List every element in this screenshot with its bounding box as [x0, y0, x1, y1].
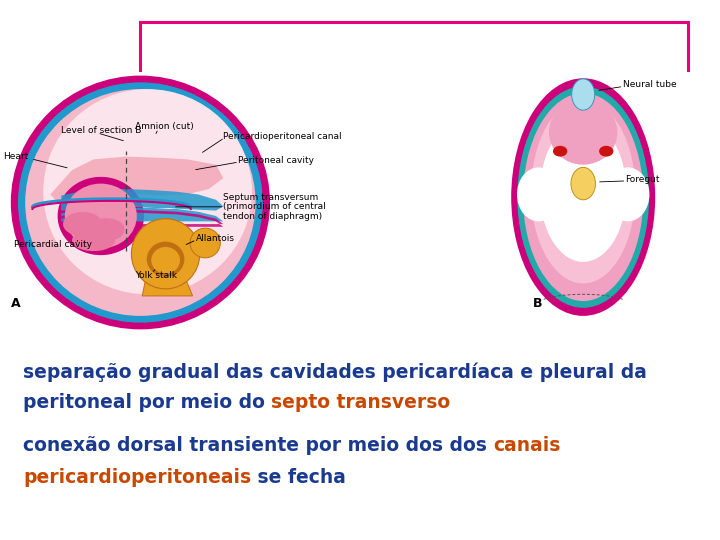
Ellipse shape: [511, 78, 655, 316]
Text: B: B: [533, 296, 542, 310]
Text: pericardioperitoneais: pericardioperitoneais: [23, 468, 251, 488]
Text: separação gradual das cavidades pericardíaca e pleural da: separação gradual das cavidades pericard…: [23, 363, 647, 382]
Text: Pericardioperitoneal canal: Pericardioperitoneal canal: [223, 132, 342, 140]
Text: Level of section B: Level of section B: [61, 126, 142, 135]
Circle shape: [599, 146, 613, 157]
Text: Heart: Heart: [4, 152, 29, 161]
Ellipse shape: [517, 167, 560, 221]
Text: Foregut: Foregut: [625, 175, 660, 184]
Polygon shape: [61, 210, 223, 227]
Text: Peritoneal cavity: Peritoneal cavity: [238, 156, 314, 165]
Text: Pericardial cavity: Pericardial cavity: [14, 240, 92, 249]
Ellipse shape: [531, 100, 636, 284]
Ellipse shape: [25, 89, 256, 316]
Ellipse shape: [572, 79, 595, 110]
Ellipse shape: [65, 184, 137, 248]
Text: A: A: [11, 296, 20, 310]
Ellipse shape: [43, 89, 252, 294]
Ellipse shape: [151, 247, 180, 274]
Ellipse shape: [131, 219, 200, 289]
Polygon shape: [143, 279, 193, 296]
Text: Allantois: Allantois: [196, 234, 235, 243]
Text: Yolk stalk: Yolk stalk: [135, 271, 177, 280]
Ellipse shape: [523, 93, 644, 301]
Text: peritoneal por meio do: peritoneal por meio do: [23, 393, 271, 412]
Ellipse shape: [63, 212, 103, 237]
Ellipse shape: [606, 167, 649, 221]
Ellipse shape: [89, 218, 125, 241]
Ellipse shape: [147, 241, 184, 276]
Ellipse shape: [18, 82, 263, 322]
Text: se fecha: se fecha: [251, 468, 346, 488]
Circle shape: [553, 146, 567, 157]
Ellipse shape: [518, 86, 649, 308]
Text: canais: canais: [493, 436, 561, 455]
Text: (primordium of central: (primordium of central: [223, 202, 326, 211]
Text: Neural tube: Neural tube: [623, 80, 676, 89]
Ellipse shape: [190, 228, 220, 258]
Ellipse shape: [571, 167, 595, 200]
Ellipse shape: [540, 122, 626, 262]
Text: Septum transversum: Septum transversum: [223, 193, 318, 201]
Polygon shape: [61, 189, 223, 221]
Text: conexão dorsal transiente por meio dos dos: conexão dorsal transiente por meio dos d…: [23, 436, 493, 455]
Text: septo transverso: septo transverso: [271, 393, 451, 412]
Ellipse shape: [58, 177, 144, 255]
Text: Amnion (cut): Amnion (cut): [135, 123, 194, 131]
Ellipse shape: [11, 76, 270, 329]
Text: tendon of diaphragm): tendon of diaphragm): [223, 212, 323, 221]
Ellipse shape: [549, 100, 618, 165]
Ellipse shape: [72, 230, 115, 251]
Polygon shape: [50, 157, 223, 202]
